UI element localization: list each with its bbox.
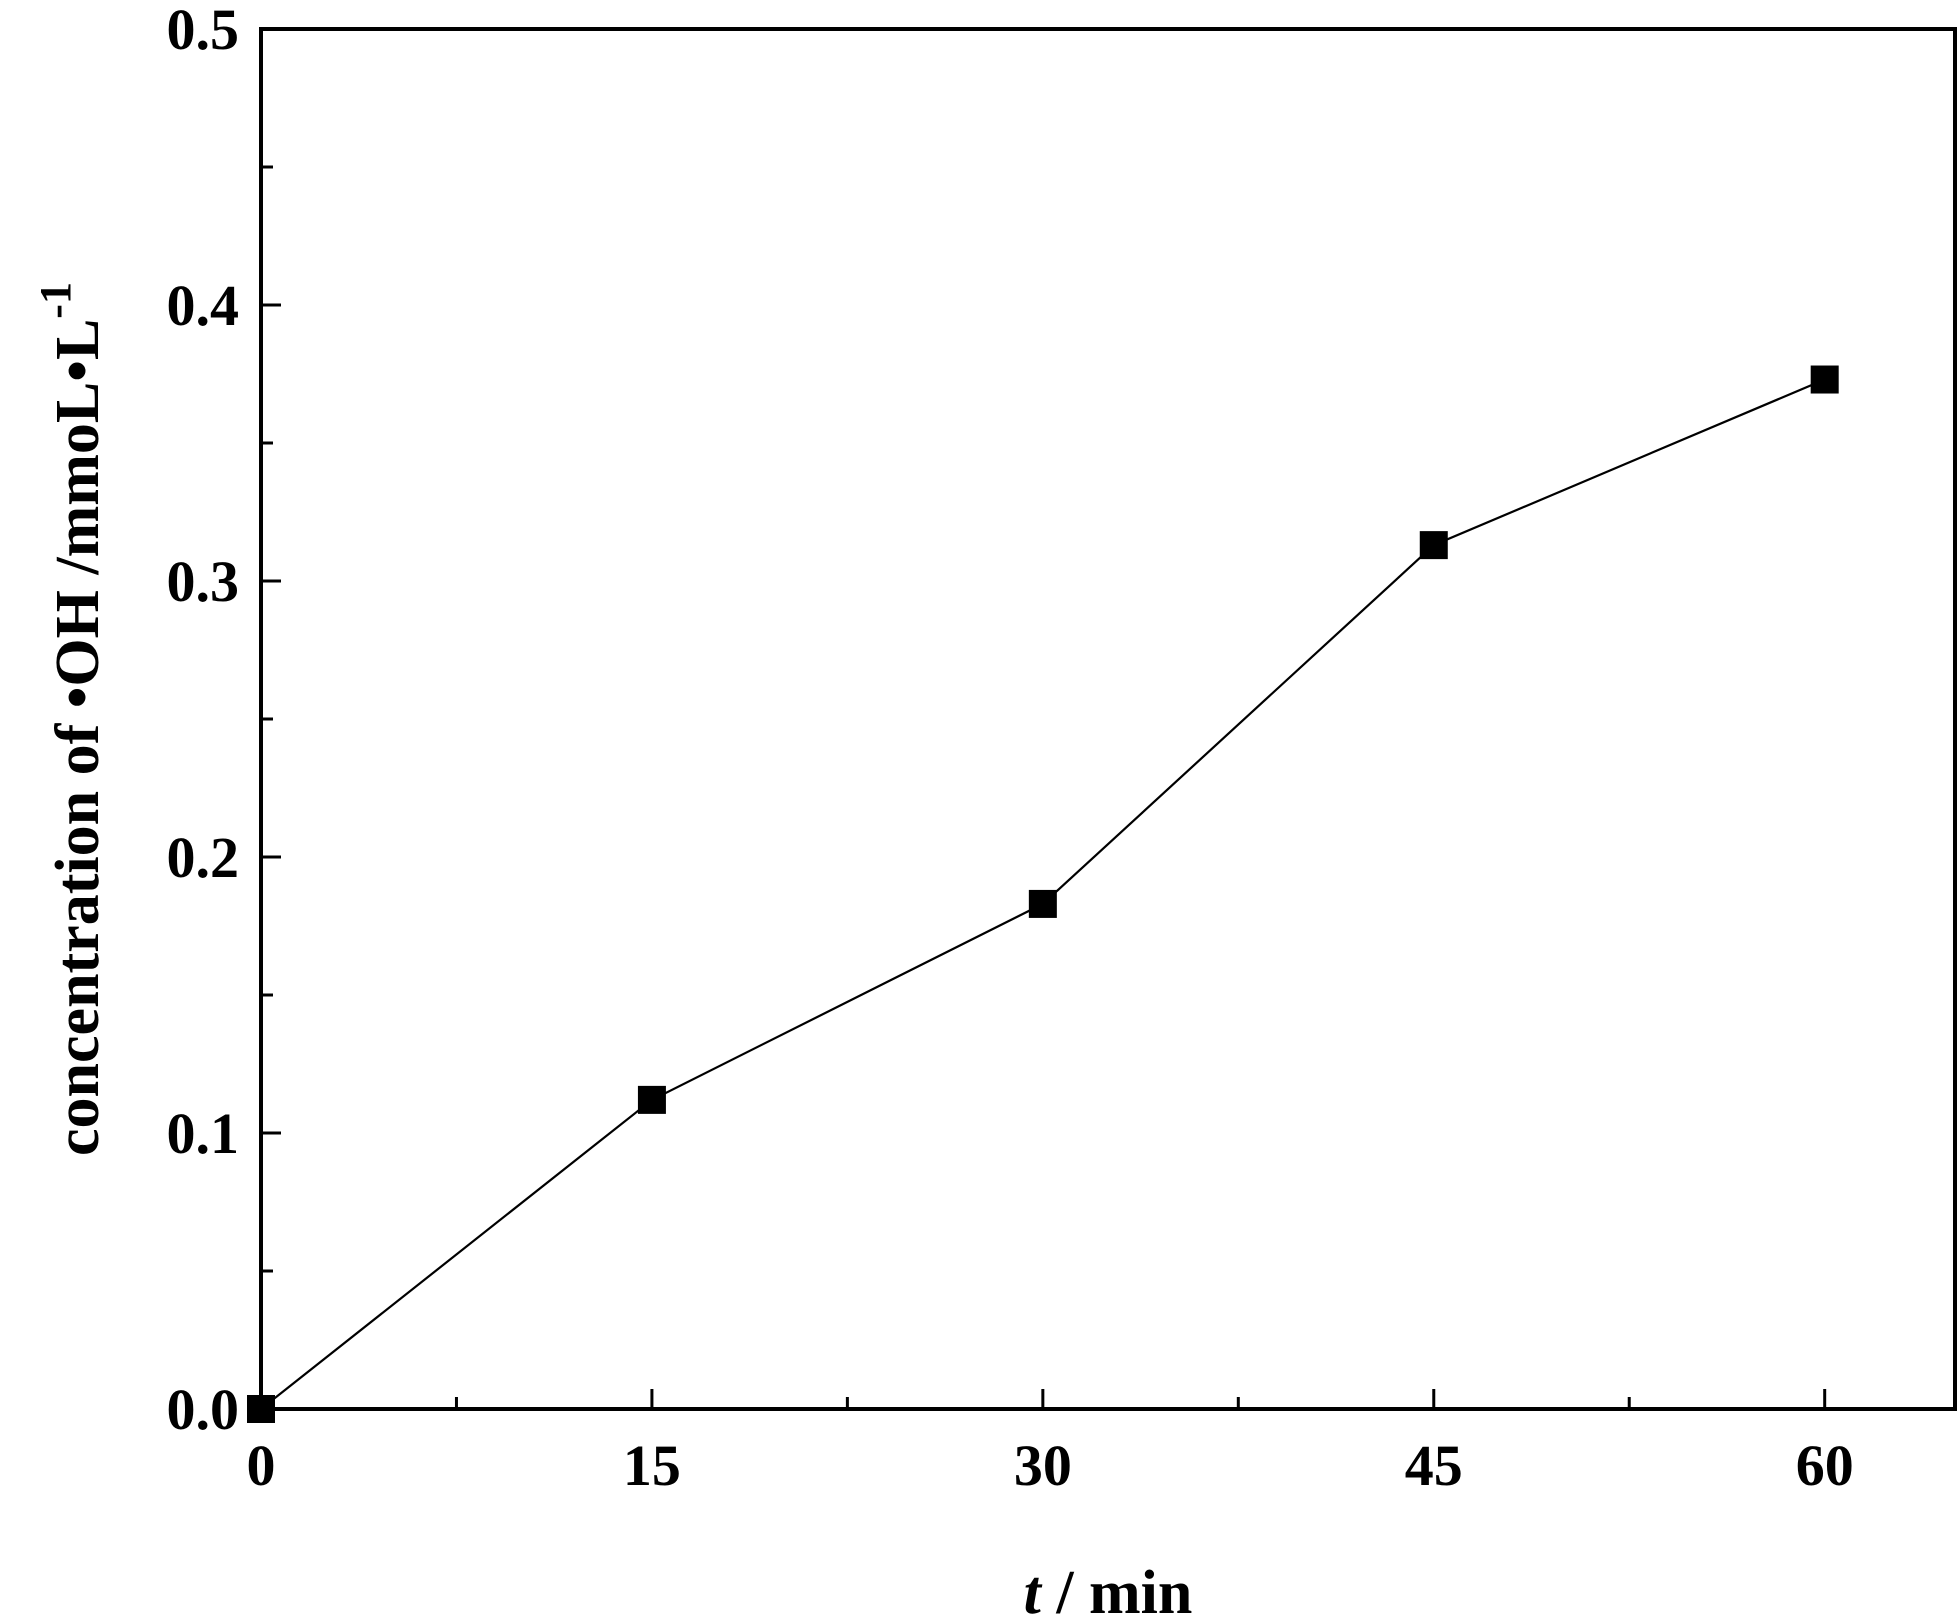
x-axis-title-italic: t (1024, 1559, 1043, 1618)
y-tick-labels: 0.0 0.1 0.2 0.3 0.4 0.5 (167, 0, 240, 1442)
series-layer (247, 365, 1839, 1423)
plot-frame (259, 27, 1957, 1411)
y-axis-title-superscript: -1 (31, 282, 80, 319)
y-axis-title-main: concentration of •OH /mmoL•L (44, 319, 112, 1156)
x-tick-label: 30 (1014, 1433, 1072, 1498)
x-tick-label: 60 (1796, 1433, 1854, 1498)
x-tick-label: 45 (1405, 1433, 1463, 1498)
data-point (1810, 365, 1839, 394)
y-axis-title: concentration of •OH /mmoL•L-1 (31, 282, 112, 1156)
y-tick-label: 0.5 (167, 0, 240, 62)
data-point (637, 1085, 666, 1114)
data-point (1419, 531, 1448, 560)
y-tick-label: 0.2 (167, 825, 240, 890)
x-tick-labels: 0 15 30 45 60 (247, 1433, 1854, 1498)
y-tick-label: 0.3 (167, 549, 240, 614)
minor-ticks (261, 165, 1631, 1409)
data-point (247, 1395, 275, 1423)
x-axis-title: t / min (1024, 1559, 1193, 1618)
y-tick-label: 0.0 (167, 1377, 240, 1442)
x-tick-label: 0 (247, 1433, 276, 1498)
data-point (1028, 889, 1057, 918)
y-tick-label: 0.1 (167, 1101, 240, 1166)
x-axis-title-rest: / min (1041, 1559, 1193, 1618)
major-ticks (259, 27, 1827, 1411)
x-tick-label: 15 (623, 1433, 681, 1498)
y-tick-label: 0.4 (167, 273, 240, 338)
